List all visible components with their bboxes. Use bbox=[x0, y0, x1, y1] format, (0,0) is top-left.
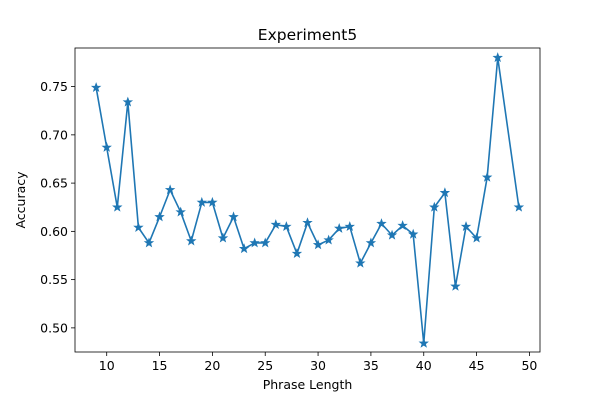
data-point-star bbox=[164, 184, 176, 195]
y-tick-label: 0.75 bbox=[40, 79, 68, 94]
data-point-star bbox=[207, 196, 218, 207]
data-point-star bbox=[238, 243, 250, 254]
plot-area: 10 15 20 25 30 35 40 45 50 0.50 0.55 0.60 0.65 0.70 0.… bbox=[40, 47, 541, 373]
y-tick-label: 0.60 bbox=[40, 224, 68, 239]
chart-title: Experiment5 bbox=[258, 26, 357, 44]
y-axis-label: Accuracy bbox=[13, 171, 28, 229]
data-point-star bbox=[355, 257, 366, 268]
x-tick-label: 30 bbox=[310, 358, 326, 373]
data-point-star bbox=[122, 96, 134, 107]
x-tick-label: 25 bbox=[257, 358, 273, 373]
data-point-star bbox=[397, 220, 408, 231]
data-point-star bbox=[376, 218, 387, 229]
data-point-star bbox=[186, 235, 197, 246]
data-point-star bbox=[333, 222, 345, 233]
x-tick-label: 20 bbox=[204, 358, 220, 373]
data-point-star bbox=[143, 237, 155, 248]
data-point-star bbox=[228, 211, 239, 222]
x-tick-label: 50 bbox=[521, 358, 537, 373]
data-point-star bbox=[344, 221, 355, 231]
data-point-star bbox=[101, 141, 112, 152]
data-point-star bbox=[450, 280, 461, 291]
y-tick-label: 0.50 bbox=[40, 320, 68, 335]
data-point-star bbox=[386, 229, 398, 240]
data-point-star bbox=[90, 82, 102, 92]
data-point-star bbox=[249, 237, 260, 248]
data-point-star bbox=[281, 221, 292, 231]
x-tick-label: 15 bbox=[152, 358, 168, 373]
axes-frame bbox=[74, 47, 541, 353]
y-tick-label: 0.70 bbox=[40, 127, 68, 142]
y-tick-label: 0.55 bbox=[40, 272, 68, 287]
data-point-star bbox=[217, 232, 229, 243]
data-point-star bbox=[291, 248, 303, 258]
data-point-star bbox=[133, 222, 144, 232]
data-point-star bbox=[492, 52, 503, 63]
data-point-star bbox=[365, 237, 377, 248]
series-line bbox=[95, 56, 520, 345]
data-point-star bbox=[481, 171, 493, 182]
data-point-star bbox=[154, 211, 165, 222]
data-point-star bbox=[112, 201, 123, 212]
data-point-star bbox=[302, 217, 313, 228]
data-point-star bbox=[407, 228, 419, 239]
x-tick-label: 45 bbox=[469, 358, 485, 373]
data-point-star bbox=[429, 201, 440, 212]
data-point-star bbox=[418, 337, 429, 348]
y-tick-label: 0.65 bbox=[40, 176, 68, 191]
x-tick-label: 40 bbox=[416, 358, 432, 373]
data-point-star bbox=[323, 234, 334, 245]
data-point-star bbox=[439, 187, 451, 198]
data-point-star bbox=[196, 196, 208, 207]
x-tick-label: 10 bbox=[99, 358, 115, 373]
data-point-star bbox=[260, 237, 271, 248]
data-point-star bbox=[513, 201, 525, 212]
x-axis-label: Phrase Length bbox=[263, 377, 353, 392]
data-point-star bbox=[175, 206, 186, 217]
data-point-star bbox=[460, 221, 472, 231]
data-point-star bbox=[312, 239, 324, 250]
x-tick-label: 35 bbox=[363, 358, 379, 373]
data-point-star bbox=[471, 232, 482, 243]
data-point-star bbox=[270, 219, 282, 230]
